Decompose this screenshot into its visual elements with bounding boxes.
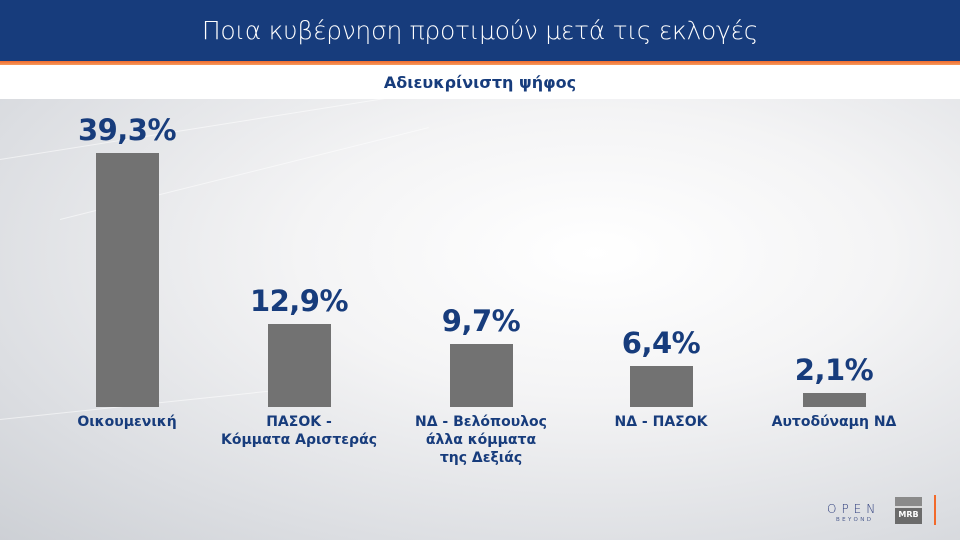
mrb-logo-text: MRB [898,510,919,519]
category-label: ΝΔ - Βελόπουλος άλλα κόμματα της Δεξιάς [415,414,547,466]
chart-subtitle: Αδιευκρίνιστη ψήφος [383,73,577,92]
category-label: ΠΑΣΟΚ - Κόμματα Αριστεράς [221,414,377,448]
header-bar [0,0,960,61]
bar [96,153,159,407]
open-beyond-text: BEYOND [836,517,874,523]
chart-title: Ποια κυβέρνηση προτιμούν μετά τις εκλογέ… [201,16,759,45]
category-label: Οικουμενική [77,414,177,430]
bar [630,366,693,407]
value-label: 2,1% [794,353,874,387]
bar [450,344,513,407]
bar [268,324,331,407]
subtitle-bar [0,65,960,99]
category-label: ΝΔ - ΠΑΣΟΚ [614,414,708,430]
category-label: Αυτοδύναμη ΝΔ [771,414,897,430]
mrb-logo-top [895,497,922,508]
mrb-logo: MRB [895,497,922,524]
accent-divider [0,61,960,65]
value-label: 12,9% [249,284,349,318]
logo-divider [934,495,936,525]
value-label: 39,3% [77,113,177,147]
value-label: 6,4% [621,326,701,360]
plot-area [0,93,960,540]
open-logo: OPEN [827,502,881,516]
value-label: 9,7% [441,304,521,338]
bar [803,393,866,407]
